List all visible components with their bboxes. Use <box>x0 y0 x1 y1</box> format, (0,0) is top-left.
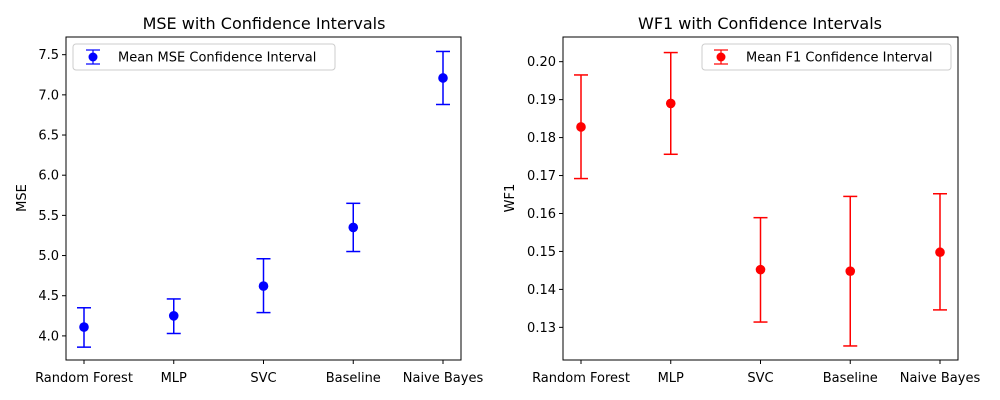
data-point <box>79 322 89 332</box>
x-tick-label: Baseline <box>823 371 878 386</box>
data-point <box>755 264 766 275</box>
y-tick-label: 0.14 <box>527 283 556 298</box>
data-point <box>665 98 676 109</box>
y-tick-label: 0.16 <box>527 207 556 222</box>
y-tick-label: 4.5 <box>38 289 59 304</box>
legend-box <box>701 43 952 71</box>
legend-label: Mean F1 Confidence Interval <box>746 51 932 66</box>
y-tick-label: 5.0 <box>38 249 59 264</box>
x-tick-label: Naive Bayes <box>900 371 981 386</box>
plot-frame <box>65 36 462 361</box>
x-tick-label: MLP <box>658 371 684 386</box>
data-point <box>348 222 359 233</box>
x-tick-label: Random Forest <box>35 371 133 386</box>
legend-marker <box>88 52 98 62</box>
x-tick-label: SVC <box>747 371 773 386</box>
data-point <box>168 311 179 321</box>
y-tick-label: 5.5 <box>38 209 59 224</box>
plot-frame <box>562 36 959 361</box>
y-tick-label: 0.15 <box>527 245 556 260</box>
legend-box <box>72 43 336 71</box>
y-tick-label: 0.17 <box>527 169 556 184</box>
plot-marks: 0.13 0.14 0.15 0.16 0.17 0.18 0.19 0.20 Random F… <box>527 51 981 386</box>
data-point <box>845 266 856 276</box>
data-point <box>438 73 448 83</box>
data-point <box>576 122 586 132</box>
x-tick-label: Random Forest <box>532 371 630 386</box>
plot-marks: 4.0 4.5 5.0 5.5 6.0 6.5 7.0 7.5 Random Forest MLP… <box>35 48 483 386</box>
legend: Mean MSE Confidence Interval <box>72 43 336 71</box>
chart-title: MSE with Confidence Intervals <box>143 14 386 33</box>
mse-chart-panel: MSE with Confidence Intervals MSE 4.0 4.5… <box>15 14 483 386</box>
y-tick-label: 0.18 <box>527 131 556 146</box>
x-tick-label: Naive Bayes <box>403 371 484 386</box>
y-tick-label: 0.20 <box>527 55 556 70</box>
y-axis-label: MSE <box>15 184 30 212</box>
y-tick-label: 0.19 <box>527 93 556 108</box>
x-tick-label: Baseline <box>326 371 381 386</box>
wf1-chart-panel: WF1 with Confidence Intervals WF1 0.130.… <box>503 14 980 386</box>
y-tick-label: 7.0 <box>38 88 59 103</box>
legend-marker <box>716 52 726 62</box>
y-tick-label: 4.0 <box>38 329 59 344</box>
y-tick-label: 6.0 <box>38 169 59 184</box>
y-tick-label: 0.13 <box>527 321 556 336</box>
data-point <box>258 281 269 291</box>
legend-label: Mean MSE Confidence Interval <box>118 51 316 66</box>
legend: Mean F1 Confidence Interval <box>701 43 952 71</box>
y-tick-label: 7.5 <box>38 48 59 63</box>
x-tick-label: MLP <box>161 371 187 386</box>
x-tick-label: SVC <box>250 371 276 386</box>
data-point <box>935 247 945 258</box>
y-tick-label: 6.5 <box>38 129 59 144</box>
y-axis-label: WF1 <box>503 184 518 213</box>
chart-title: WF1 with Confidence Intervals <box>638 14 882 33</box>
